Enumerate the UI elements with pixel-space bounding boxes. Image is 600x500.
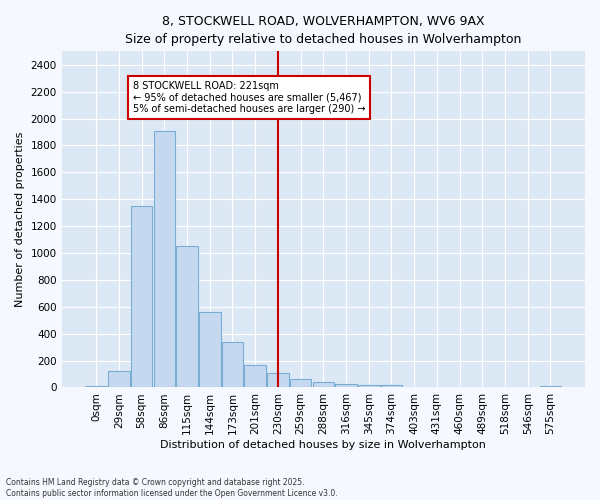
Bar (108, 372, 130, 388)
Bar (199, 312, 221, 388)
Bar (313, 382, 334, 388)
Bar (154, 130, 175, 388)
Bar (358, 384, 380, 388)
Bar (176, 246, 198, 388)
Text: 8 STOCKWELL ROAD: 221sqm
← 95% of detached houses are smaller (5,467)
5% of semi: 8 STOCKWELL ROAD: 221sqm ← 95% of detach… (133, 81, 365, 114)
Bar (244, 365, 266, 388)
Bar (539, 386, 561, 388)
Bar (131, 206, 152, 388)
Y-axis label: Number of detached properties: Number of detached properties (15, 132, 25, 307)
Bar (222, 342, 243, 388)
Title: 8, STOCKWELL ROAD, WOLVERHAMPTON, WV6 9AX
Size of property relative to detached : 8, STOCKWELL ROAD, WOLVERHAMPTON, WV6 9A… (125, 15, 521, 46)
Bar (267, 373, 289, 388)
Text: Contains HM Land Registry data © Crown copyright and database right 2025.
Contai: Contains HM Land Registry data © Crown c… (6, 478, 338, 498)
Bar (335, 384, 357, 388)
X-axis label: Distribution of detached houses by size in Wolverhampton: Distribution of detached houses by size … (160, 440, 486, 450)
Bar (290, 380, 311, 388)
Bar (85, 386, 107, 388)
Bar (403, 387, 425, 388)
Bar (380, 386, 402, 388)
